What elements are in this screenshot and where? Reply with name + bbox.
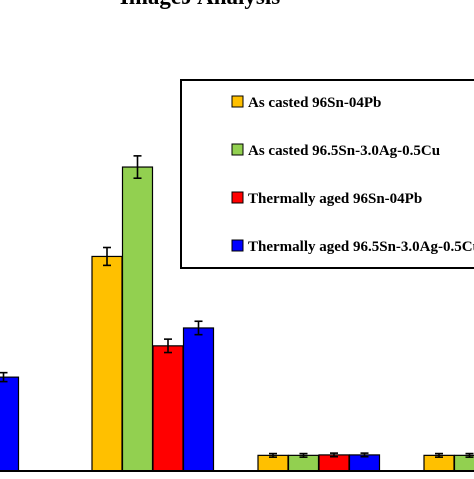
legend-swatch [232,96,243,107]
legend-item-1: As casted 96Sn-04Pb [232,95,381,111]
bar-aged-sac-group-1 [0,377,19,471]
bar-aged-sac-group-2 [184,328,214,471]
bar-as-casted-sac-group-2 [123,167,153,471]
legend-swatch [232,144,243,155]
bar-as-casted-snpb-group-2 [92,256,122,471]
legend-label: As casted 96.5Sn-3.0Ag-0.5Cu [248,143,440,159]
legend-swatch [232,240,243,251]
chart-title: ImageJ Analysis [120,0,280,9]
legend: As casted 96Sn-04Pb As casted 96.5Sn-3.0A… [181,80,474,268]
legend-label: Thermally aged 96Sn-04Pb [248,191,422,207]
legend-label: As casted 96Sn-04Pb [248,95,381,111]
bar-aged-snpb-group-2 [153,346,183,471]
legend-label: Thermally aged 96.5Sn-3.0Ag-0.5Cu [248,239,474,255]
legend-item-3: Thermally aged 96Sn-04Pb [232,191,422,207]
legend-item-2: As casted 96.5Sn-3.0Ag-0.5Cu [232,143,440,159]
legend-swatch [232,192,243,203]
legend-item-4: Thermally aged 96.5Sn-3.0Ag-0.5Cu [232,239,474,255]
